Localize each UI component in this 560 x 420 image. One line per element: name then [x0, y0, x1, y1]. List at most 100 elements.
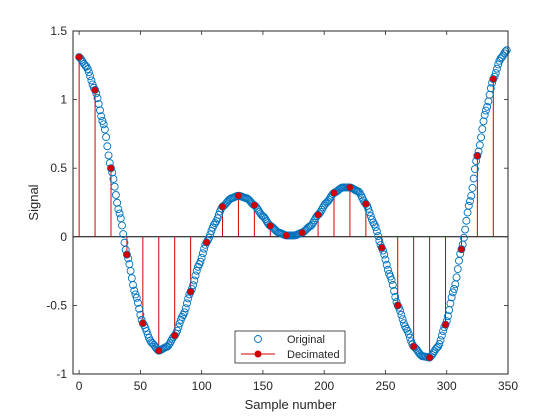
- original-point: [436, 336, 445, 345]
- original-point: [91, 86, 100, 94]
- decimated-point: [139, 319, 147, 327]
- original-point: [387, 276, 396, 284]
- legend-box: [234, 330, 346, 364]
- original-point: [111, 191, 120, 199]
- original-point: [447, 293, 456, 302]
- y-axis-label: Signal: [26, 184, 41, 220]
- x-tick-label: 250: [375, 379, 395, 393]
- decimated-point: [251, 201, 258, 209]
- original-point: [391, 293, 400, 301]
- x-tick-label: 100: [192, 379, 212, 393]
- original-point: [80, 59, 88, 68]
- original-point: [372, 227, 381, 236]
- original-point: [133, 298, 142, 307]
- original-point: [477, 133, 485, 142]
- original-point: [402, 324, 411, 333]
- original-point: [197, 253, 206, 262]
- original-point: [131, 290, 140, 299]
- decimated-point: [394, 302, 402, 309]
- original-point: [103, 142, 112, 151]
- decimated-point: [282, 232, 290, 239]
- original-point: [479, 117, 488, 126]
- decimated-point: [123, 251, 131, 258]
- original-point: [483, 102, 492, 111]
- original-point: [365, 208, 374, 217]
- original-point: [317, 205, 326, 214]
- original-point: [135, 304, 144, 313]
- original-point: [129, 281, 137, 289]
- y-tick-label: 1.5: [50, 24, 67, 38]
- original-point: [397, 310, 406, 319]
- original-point: [93, 94, 102, 103]
- original-point: [375, 237, 384, 245]
- x-tick-label: 350: [498, 379, 518, 393]
- original-point: [96, 106, 104, 115]
- original-point: [113, 198, 122, 207]
- original-point: [114, 205, 123, 214]
- original-point: [170, 331, 179, 340]
- original-point: [371, 223, 380, 232]
- original-point: [398, 315, 407, 324]
- decimated-point: [410, 343, 417, 350]
- original-point: [122, 250, 131, 259]
- original-point: [453, 265, 462, 273]
- original-point: [381, 255, 390, 264]
- original-point: [450, 284, 459, 293]
- original-point: [382, 260, 391, 269]
- original-point: [102, 133, 111, 142]
- original-point: [206, 230, 215, 239]
- decimated-point: [155, 347, 163, 354]
- plot-area: [73, 31, 508, 374]
- decimated-point: [458, 245, 465, 253]
- decimated-point: [314, 211, 322, 219]
- original-point: [136, 310, 145, 319]
- original-point: [491, 69, 500, 77]
- original-point: [181, 304, 190, 313]
- original-point: [399, 319, 408, 328]
- original-point: [325, 195, 334, 204]
- original-point: [480, 110, 489, 119]
- original-point: [183, 299, 191, 308]
- original-point: [435, 340, 444, 348]
- decimated-point: [489, 75, 497, 83]
- original-point: [319, 203, 327, 212]
- legend-decimated-marker: [254, 350, 262, 358]
- x-tick-label: 50: [134, 379, 148, 393]
- original-point: [441, 320, 450, 329]
- original-point: [165, 339, 174, 348]
- decimated-point: [235, 192, 242, 199]
- original-point: [374, 232, 383, 241]
- legend: Original Decimated: [234, 330, 346, 364]
- x-tick-label: 0: [76, 379, 83, 393]
- original-point: [211, 219, 220, 228]
- original-point: [369, 218, 378, 227]
- original-point: [213, 214, 222, 223]
- original-point: [82, 62, 91, 71]
- original-point: [109, 174, 118, 183]
- original-point: [386, 272, 395, 281]
- original-point: [184, 294, 193, 303]
- original-point: [481, 106, 490, 115]
- original-point: [393, 301, 402, 310]
- axes-box: [72, 30, 509, 375]
- x-tick-label: 300: [437, 379, 457, 393]
- decimated-point: [266, 222, 274, 230]
- original-point: [99, 120, 108, 129]
- decimated-point: [107, 164, 115, 172]
- original-point: [502, 46, 511, 55]
- original-point: [132, 293, 141, 302]
- original-point: [466, 197, 474, 206]
- original-point: [272, 227, 281, 236]
- original-point: [119, 230, 128, 239]
- original-point: [473, 151, 482, 160]
- original-point: [164, 341, 173, 350]
- decimated-point: [75, 53, 83, 61]
- original-point: [467, 191, 476, 200]
- original-point: [461, 225, 470, 234]
- original-point: [383, 265, 392, 274]
- original-point: [469, 174, 478, 183]
- decimated-point: [91, 86, 99, 94]
- tick-layer: [73, 30, 509, 375]
- original-point: [107, 164, 115, 173]
- original-point: [475, 141, 484, 150]
